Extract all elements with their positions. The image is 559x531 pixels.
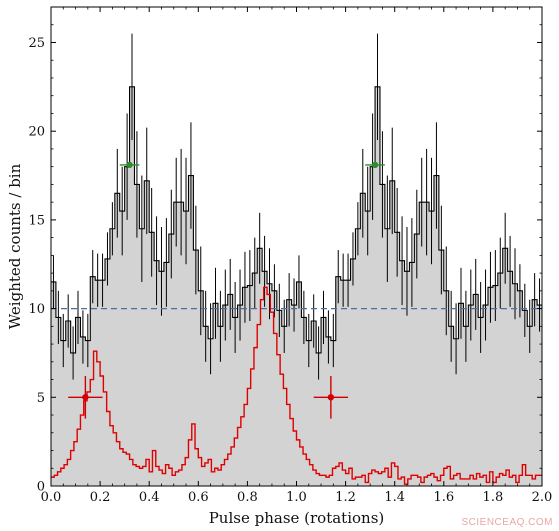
reference-profile-line bbox=[51, 286, 542, 485]
axis-ticks: 0.0 0.2 0.4 0.6 0.8 1.0 1.2 1.4 1.6 1.8 2.0 0 5 10 15 2… bbox=[28, 7, 552, 505]
x-tick-label: 1.6 bbox=[433, 490, 454, 505]
y-tick-label: 10 bbox=[28, 302, 45, 317]
y-tick-label: 0 bbox=[37, 480, 45, 495]
x-tick-label: 0.0 bbox=[41, 490, 62, 505]
marker-point bbox=[313, 376, 349, 419]
marker-dot bbox=[82, 394, 89, 401]
x-tick-label: 0.2 bbox=[90, 490, 111, 505]
watermark-text: SCIENCEAQ.COM bbox=[461, 517, 553, 528]
x-axis-label: Pulse phase (rotations) bbox=[209, 509, 385, 527]
x-tick-label: 1.4 bbox=[384, 490, 405, 505]
x-tick-label: 1.0 bbox=[286, 490, 307, 505]
x-tick-label: 2.0 bbox=[532, 490, 553, 505]
y-tick-label: 20 bbox=[28, 125, 45, 140]
marker-dot bbox=[371, 161, 379, 169]
y-tick-label: 15 bbox=[28, 213, 45, 228]
marker-point bbox=[365, 161, 385, 169]
y-axis-label: Weighted counts / bin bbox=[6, 163, 24, 329]
marker-point bbox=[68, 376, 103, 419]
marker-dot bbox=[126, 161, 133, 169]
x-tick-label: 1.2 bbox=[335, 490, 356, 505]
marker-point bbox=[119, 161, 140, 169]
x-tick-label: 0.6 bbox=[188, 490, 209, 505]
marker-dot bbox=[327, 394, 335, 401]
x-tick-label: 0.4 bbox=[139, 490, 160, 505]
x-tick-label: 0.8 bbox=[237, 490, 258, 505]
y-tick-label: 25 bbox=[28, 36, 45, 51]
x-tick-label: 1.8 bbox=[483, 490, 504, 505]
plot-area bbox=[51, 33, 542, 486]
y-tick-label: 5 bbox=[37, 391, 45, 406]
